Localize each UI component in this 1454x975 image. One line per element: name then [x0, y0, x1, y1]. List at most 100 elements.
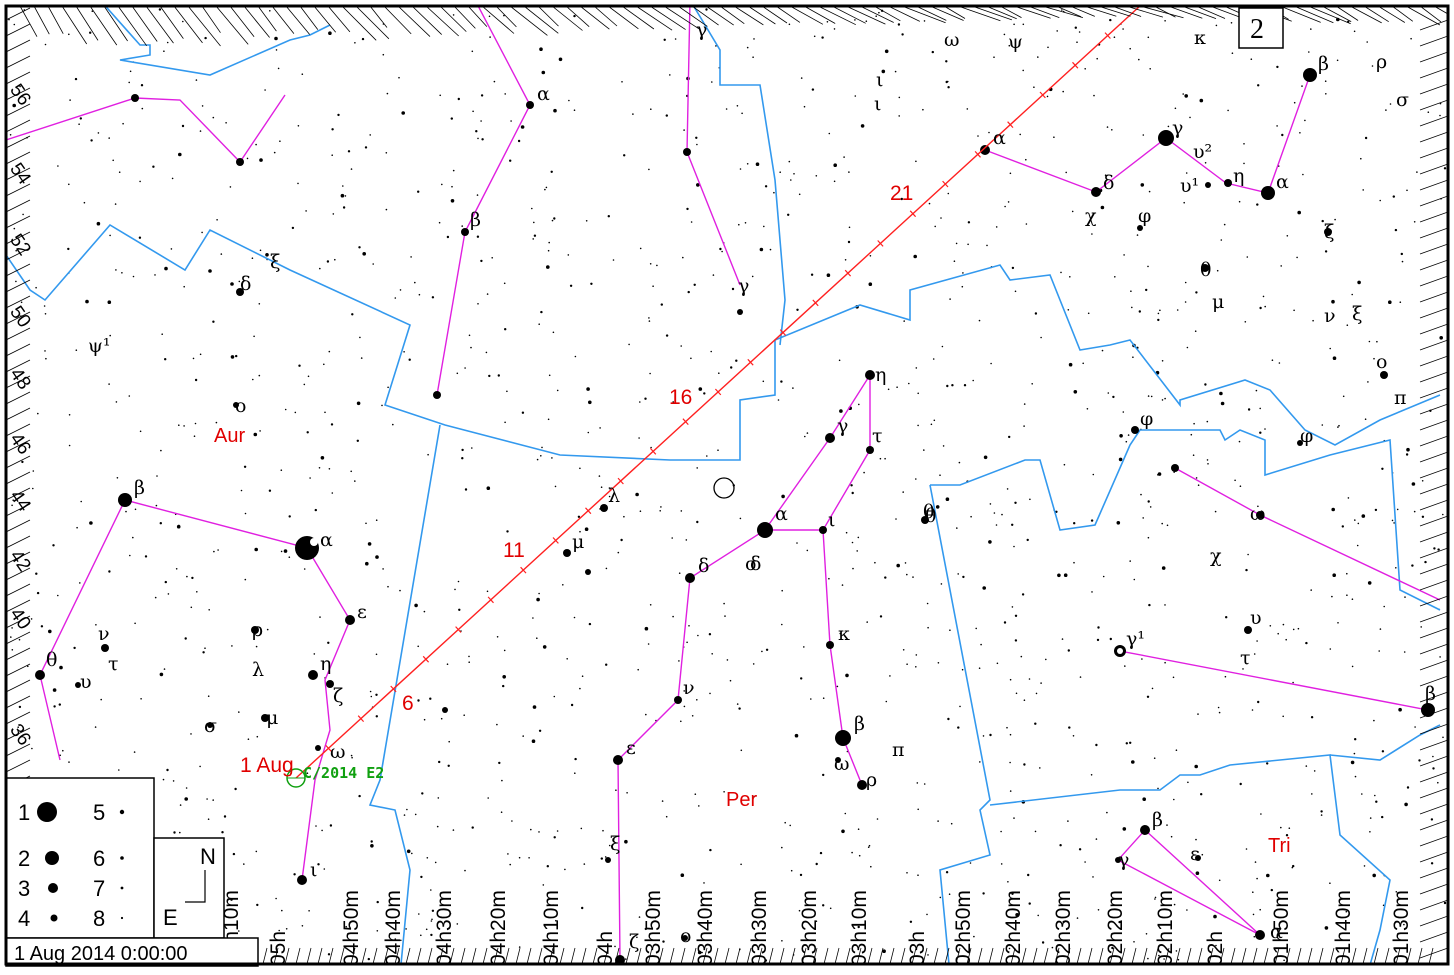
path-tick [1039, 91, 1046, 99]
field-star [1416, 171, 1418, 173]
field-star [331, 128, 334, 131]
field-star [1177, 958, 1180, 961]
grid-tick [257, 6, 277, 32]
grid-tick [1419, 371, 1448, 383]
field-star [246, 157, 249, 160]
field-star [935, 505, 940, 509]
grid-tick [361, 947, 367, 964]
field-star [777, 399, 780, 401]
field-star [487, 797, 490, 799]
field-star [1312, 319, 1314, 322]
field-star [68, 761, 70, 763]
field-star [894, 70, 897, 73]
field-star [417, 645, 420, 648]
grid-tick [229, 6, 255, 37]
field-star [648, 317, 650, 319]
grid-tick [372, 947, 378, 964]
field-star [1037, 914, 1039, 917]
field-star [1372, 873, 1376, 878]
field-star [1086, 408, 1089, 410]
field-star [344, 195, 347, 197]
field-star [452, 14, 455, 16]
field-star [1283, 959, 1285, 962]
field-star [1385, 109, 1387, 111]
field-star [980, 643, 982, 646]
field-star [858, 854, 861, 857]
grid-tick [702, 947, 708, 964]
field-star [406, 849, 411, 854]
field-star [746, 163, 749, 165]
grid-tick [1419, 99, 1448, 111]
field-star [686, 641, 688, 644]
field-star [1013, 545, 1015, 548]
field-star [370, 844, 374, 848]
field-star [521, 411, 525, 414]
grid-tick [6, 487, 31, 501]
grid-tick [1419, 531, 1448, 543]
field-star [769, 248, 772, 251]
field-star [626, 792, 628, 794]
field-star [1009, 172, 1012, 175]
field-star [906, 573, 908, 576]
field-star [32, 487, 34, 490]
grid-tick [801, 947, 807, 964]
field-star [208, 269, 212, 273]
field-star [1215, 24, 1218, 27]
field-star [963, 384, 967, 387]
field-star [1009, 761, 1011, 764]
grid-tick [1241, 947, 1247, 964]
field-star [1109, 18, 1112, 22]
grid-tick [1419, 339, 1448, 351]
grid-tick [6, 295, 31, 309]
field-star [232, 852, 236, 856]
field-star [1034, 830, 1037, 833]
field-star [726, 659, 729, 661]
field-star [1118, 920, 1121, 924]
field-star [763, 225, 765, 228]
field-star [1015, 692, 1018, 695]
field-star [1231, 52, 1234, 54]
grid-tick [1419, 499, 1448, 511]
field-star [1025, 158, 1027, 161]
field-star [1432, 767, 1435, 770]
ra-label: 03h20m [798, 890, 821, 966]
field-star [532, 705, 537, 709]
field-star [1227, 109, 1229, 112]
field-star [922, 108, 924, 111]
field-star [1059, 844, 1062, 847]
grid-tick [6, 247, 31, 261]
field-star [1285, 638, 1287, 641]
star-label: ι [828, 509, 835, 531]
field-star [545, 186, 548, 189]
field-star [504, 421, 506, 424]
field-star [328, 350, 331, 353]
field-star [1285, 834, 1289, 837]
field-star [1439, 336, 1443, 340]
field-star [438, 221, 441, 224]
field-star [1395, 891, 1398, 893]
field-star [970, 515, 972, 518]
field-star [309, 477, 311, 479]
field-star [1174, 107, 1177, 110]
field-star [518, 856, 521, 859]
field-star [183, 285, 185, 288]
field-star [439, 94, 442, 97]
grid-tick [845, 6, 886, 25]
grid-tick [313, 6, 337, 33]
grid-tick [1419, 243, 1448, 255]
field-star [1321, 219, 1324, 223]
field-star [581, 675, 584, 677]
field-star [1184, 281, 1187, 284]
field-star [122, 122, 124, 125]
field-star [279, 140, 281, 142]
path-tick [649, 447, 657, 455]
grid-tick [1186, 947, 1192, 964]
grid-tick [6, 263, 31, 277]
field-star [1204, 162, 1207, 164]
field-star [866, 621, 868, 623]
field-star [326, 260, 330, 263]
field-star [587, 431, 590, 434]
field-star [510, 120, 512, 122]
grid-tick [6, 39, 31, 53]
field-star [251, 257, 254, 260]
